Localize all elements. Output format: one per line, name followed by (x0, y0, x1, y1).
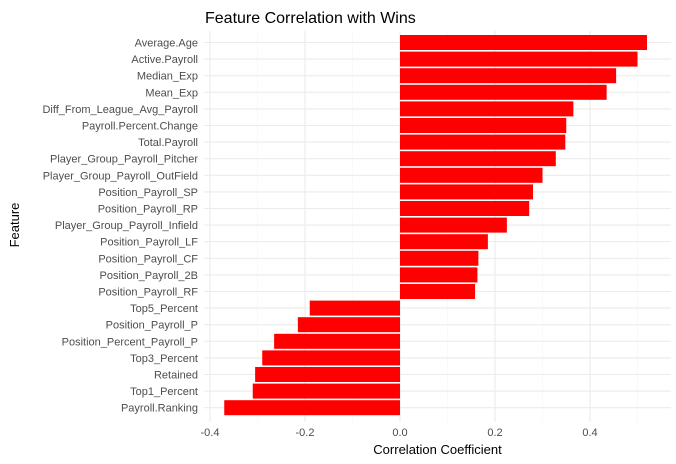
y-tick-label: Payroll.Percent.Change (82, 121, 198, 133)
y-tick-label: Top1_Percent (130, 386, 198, 398)
bar (400, 284, 476, 299)
y-tick-label: Player_Group_Payroll_Infield (55, 220, 198, 232)
bars (224, 35, 647, 416)
bar (262, 350, 400, 366)
bar (400, 234, 488, 250)
bar (252, 383, 400, 399)
x-tick-label: 0.4 (582, 427, 597, 439)
bar (224, 400, 400, 416)
y-tick-label: Position_Payroll_P (106, 320, 198, 332)
bar (400, 184, 533, 200)
x-tick-label: 0.2 (487, 427, 502, 439)
bar (274, 333, 400, 349)
x-tick-label: -0.2 (296, 427, 315, 439)
y-tick-label: Player_Group_Payroll_OutField (43, 170, 198, 182)
y-tick-label: Median_Exp (137, 71, 198, 83)
y-tick-label: Position_Payroll_RF (98, 287, 198, 299)
x-tick-label: -0.4 (201, 427, 220, 439)
y-tick-label: Position_Payroll_2B (100, 270, 198, 282)
x-axis-title: Correlation Coefficient (373, 442, 502, 457)
bar (400, 250, 479, 266)
bar (400, 101, 574, 117)
bar (309, 300, 400, 316)
bar (297, 317, 400, 333)
y-axis-title: Feature (7, 203, 22, 248)
bar (400, 267, 478, 283)
bar (400, 134, 566, 150)
bar (400, 167, 543, 183)
bar (400, 51, 638, 67)
y-tick-label: Position_Percent_Payroll_P (62, 336, 198, 348)
y-tick-label: Player_Group_Payroll_Pitcher (50, 154, 198, 166)
x-tick-label: 0.0 (392, 427, 407, 439)
y-tick-label: Position_Payroll_CF (98, 253, 198, 265)
bar (400, 118, 567, 133)
y-tick-label: Total.Payroll (138, 137, 198, 149)
y-tick-label: Diff_From_League_Avg_Payroll (42, 104, 198, 116)
y-tick-label: Position_Payroll_SP (98, 187, 198, 199)
bar (400, 201, 530, 216)
y-tick-label: Position_Payroll_RP (98, 204, 198, 216)
y-tick-label: Payroll.Ranking (121, 403, 198, 415)
y-tick-labels: Average.Age Active.Payroll Median_Exp Mean_… (42, 38, 198, 415)
y-tick-label: Active.Payroll (131, 54, 198, 66)
y-tick-label: Position_Payroll_LF (100, 237, 198, 249)
bar (255, 367, 400, 382)
bar (400, 217, 507, 233)
x-tick-labels: -0.4 -0.2 0.0 0.2 0.4 (201, 427, 598, 439)
y-tick-label: Top3_Percent (130, 353, 198, 365)
y-tick-label: Retained (154, 370, 198, 382)
bar (400, 151, 556, 167)
y-tick-label: Top5_Percent (130, 303, 198, 315)
y-tick-label: Mean_Exp (145, 87, 198, 99)
bar (400, 68, 617, 84)
chart-title: Feature Correlation with Wins (205, 10, 416, 27)
y-tick-label: Average.Age (135, 38, 198, 50)
bar (400, 84, 607, 100)
bar (400, 35, 647, 50)
